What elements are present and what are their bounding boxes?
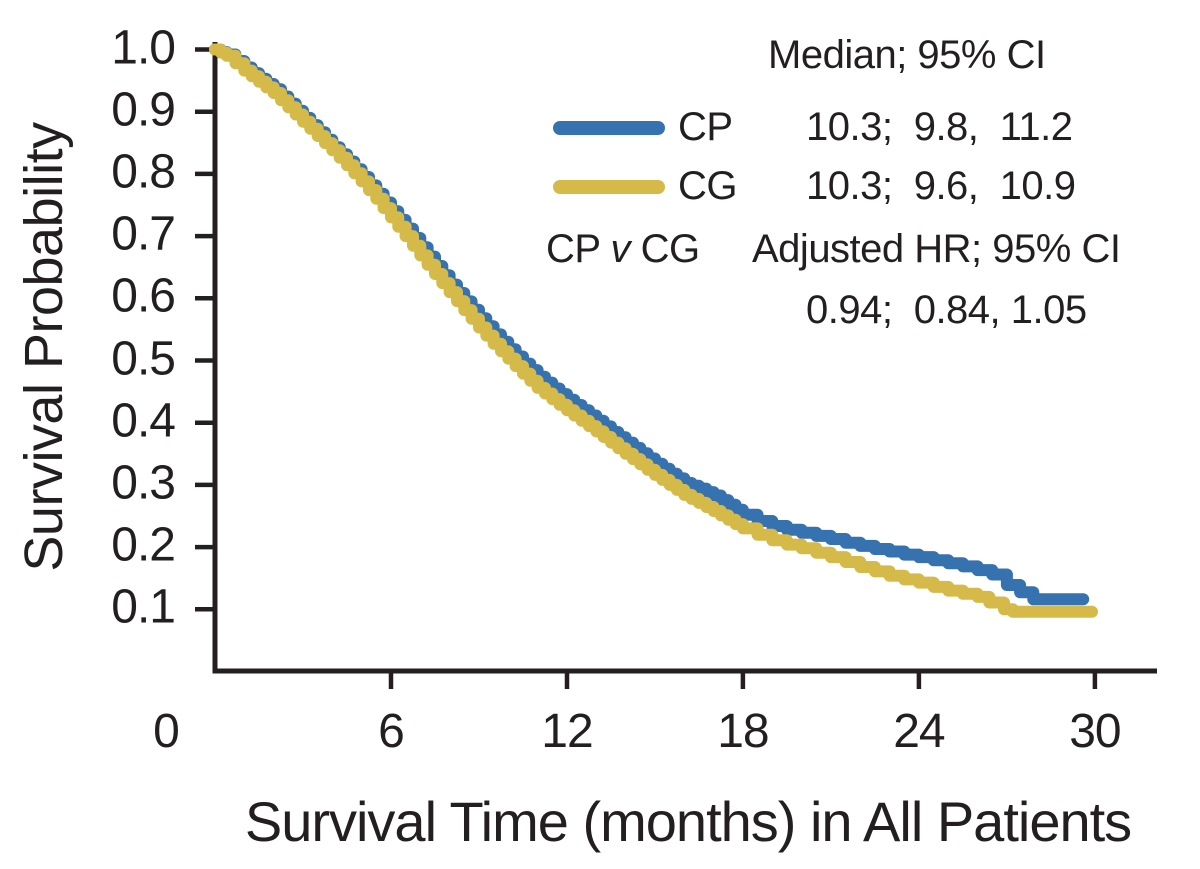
cg-survival-curve [209, 43, 1098, 618]
cp-legend-line [553, 121, 665, 135]
x-tick-label: 24 [893, 705, 945, 758]
y-tick-label: 0.3 [111, 456, 176, 510]
cg-median-ci-value: 10.3; 9.6, 10.9 [806, 164, 1076, 208]
y-axis-title: Survival Probability [14, 122, 74, 572]
cg-legend-line [553, 180, 665, 194]
adjusted-hr-header: Adjusted HR; 95% CI [752, 227, 1121, 271]
y-tick-label: 1.0 [111, 20, 176, 74]
x-tick-label: 30 [1069, 705, 1121, 758]
vs-label-pre: CP [546, 227, 611, 271]
y-tick-label: 0.8 [111, 145, 176, 199]
vs-label-v: v [610, 227, 630, 271]
cp-legend-label: CP [678, 105, 733, 149]
axis-lines [212, 42, 1157, 674]
x-axis-title: Survival Time (months) in All Patients [244, 790, 1132, 853]
x-tick-label: 12 [541, 705, 593, 758]
y-tick-label: 0.7 [111, 207, 176, 261]
y-tick-label: 0.9 [111, 82, 176, 136]
legend-median-header: Median; 95% CI [768, 33, 1046, 77]
adjusted-hr-value: 0.94; 0.84, 1.05 [806, 288, 1087, 332]
y-tick-label: 0.5 [111, 331, 176, 385]
y-tick-label: 0.1 [111, 580, 176, 634]
x-tick-label: 6 [378, 705, 405, 758]
cp-vs-cg-label: CP v CG [546, 227, 700, 272]
cp-median-ci-value: 10.3; 9.8, 11.2 [806, 105, 1073, 149]
x-tick-label: 0 [153, 705, 180, 758]
y-tick-label: 0.2 [111, 518, 176, 572]
y-tick-label: 0.4 [111, 393, 176, 447]
cg-legend-label: CG [678, 164, 738, 208]
y-tick-label: 0.6 [111, 269, 176, 323]
x-tick-label: 18 [717, 705, 769, 758]
vs-label-post: CG [629, 227, 701, 271]
